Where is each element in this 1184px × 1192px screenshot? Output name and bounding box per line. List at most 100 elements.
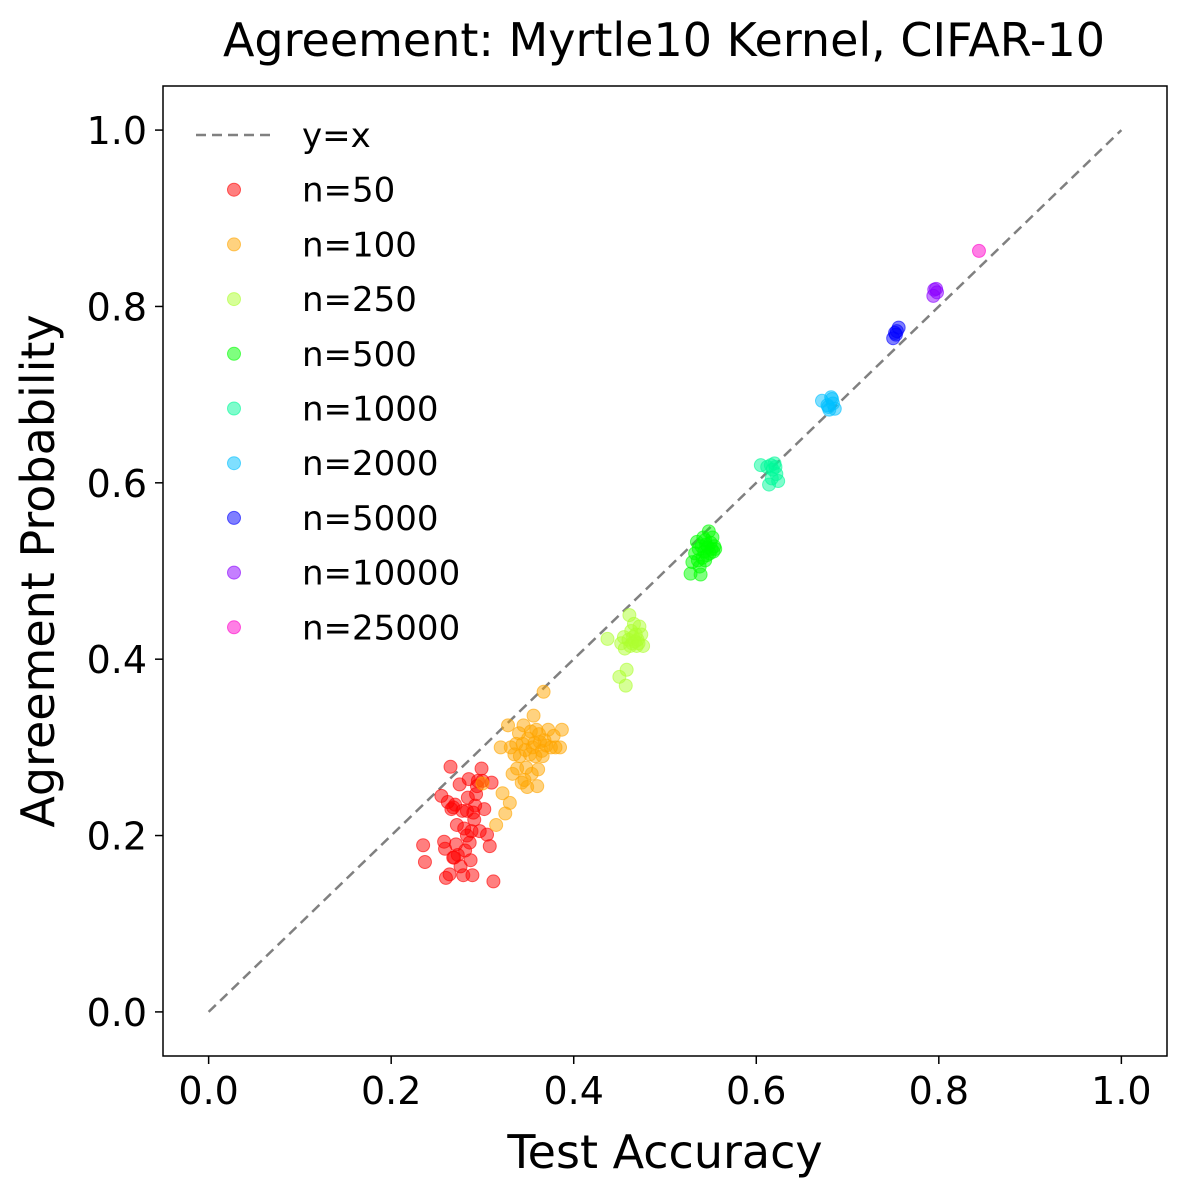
y-tick-label: 0.8	[87, 285, 147, 329]
series-n-25000	[971, 243, 986, 258]
data-point	[888, 327, 903, 342]
legend-label: n=2000	[302, 444, 439, 484]
y-tick-label: 0.0	[87, 991, 147, 1035]
x-tick-label: 0.0	[178, 1069, 238, 1113]
reference-line-y-equals-x	[207, 129, 1123, 1013]
points-layer	[416, 243, 986, 889]
series-n-10000	[926, 281, 944, 303]
legend-marker	[227, 565, 241, 580]
legend-entry-n-250: n=250	[227, 280, 417, 320]
data-point	[693, 567, 708, 582]
data-point	[929, 285, 944, 300]
legend-marker	[227, 510, 241, 525]
data-point	[619, 662, 634, 677]
plot-area	[162, 85, 1168, 1057]
data-point	[536, 684, 551, 699]
x-tick-label: 0.8	[909, 1069, 969, 1113]
legend: y=x n=50 n=100 n=250 n=500 n=1000 n=2000 n=5000…	[196, 116, 460, 648]
data-point	[618, 678, 633, 693]
data-point	[530, 779, 545, 794]
data-point	[477, 802, 492, 817]
series-n-1000	[753, 456, 786, 492]
legend-marker	[227, 346, 241, 361]
series-n-5000	[886, 320, 906, 346]
series-n-2000	[814, 390, 842, 417]
data-point	[764, 471, 779, 486]
legend-entry-n-500: n=500	[227, 335, 417, 375]
legend-label: n=5000	[302, 499, 439, 539]
data-point	[446, 850, 461, 865]
y-axis: 0.0 0.2 0.4 0.6 0.8 1.0	[87, 109, 163, 1035]
data-point	[517, 772, 532, 787]
x-axis-label: Test Accuracy	[506, 1125, 822, 1179]
legend-label: n=250	[302, 280, 417, 320]
data-point	[553, 740, 568, 755]
data-point	[971, 243, 986, 258]
legend-label: n=100	[302, 225, 417, 265]
data-point	[459, 828, 474, 843]
legend-marker	[227, 401, 241, 416]
data-point	[708, 541, 723, 556]
legend-entry-n-25000: n=25000	[227, 608, 460, 648]
x-tick-label: 0.6	[726, 1069, 786, 1113]
legend-entry-n-10000: n=10000	[227, 554, 460, 594]
data-point	[456, 868, 471, 883]
legend-label: n=50	[302, 171, 395, 211]
data-point	[448, 837, 463, 852]
legend-label: n=500	[302, 335, 417, 375]
data-point	[631, 636, 646, 651]
data-point	[475, 776, 490, 791]
data-point	[416, 838, 431, 853]
series-n-500	[683, 524, 723, 582]
legend-entry-n-50: n=50	[227, 171, 395, 211]
y-tick-label: 0.4	[87, 638, 147, 682]
y-tick-label: 0.6	[87, 462, 147, 506]
legend-marker	[227, 182, 241, 197]
plot-frame	[162, 85, 1168, 1057]
data-point	[698, 553, 713, 568]
legend-entry-n-1000: n=1000	[227, 390, 439, 430]
x-axis: 0.0 0.2 0.4 0.6 0.8 1.0	[178, 1056, 1152, 1113]
data-point	[526, 708, 541, 723]
legend-label: n=1000	[302, 390, 439, 430]
data-point	[463, 853, 478, 868]
legend-entry-y-equals-x: y=x	[196, 116, 371, 156]
data-point	[482, 839, 497, 854]
data-point	[501, 718, 516, 733]
y-axis-label: Agreement Probability	[11, 314, 65, 827]
data-point	[486, 874, 501, 889]
data-point	[617, 641, 632, 656]
y-tick-label: 1.0	[87, 109, 147, 153]
data-point	[600, 631, 615, 646]
legend-label: n=10000	[302, 554, 460, 594]
data-point	[554, 722, 569, 737]
data-point	[417, 855, 432, 869]
data-point	[495, 786, 510, 801]
legend-label: n=25000	[302, 608, 460, 648]
data-point	[443, 759, 458, 774]
legend-marker	[227, 456, 241, 471]
series-n-100	[475, 684, 569, 832]
legend-label: y=x	[302, 116, 371, 156]
chart-title: Agreement: Myrtle10 Kernel, CIFAR-10	[223, 13, 1105, 67]
legend-entry-n-100: n=100	[227, 225, 417, 265]
legend-entry-n-2000: n=2000	[227, 444, 439, 484]
data-point	[502, 795, 517, 810]
data-point	[489, 817, 504, 832]
x-tick-label: 1.0	[1091, 1069, 1151, 1113]
legend-marker	[227, 237, 241, 252]
legend-marker	[227, 620, 241, 635]
x-tick-label: 0.4	[544, 1069, 604, 1113]
legend-entry-n-5000: n=5000	[227, 499, 439, 539]
legend-marker	[227, 292, 241, 307]
series-n-250	[600, 608, 651, 693]
data-point	[474, 761, 489, 776]
data-point	[535, 749, 550, 764]
data-point	[531, 762, 546, 777]
series-n-50	[416, 759, 501, 889]
y-tick-label: 0.2	[87, 815, 147, 859]
data-point	[442, 867, 457, 882]
data-point	[467, 812, 482, 827]
x-tick-label: 0.2	[361, 1069, 421, 1113]
